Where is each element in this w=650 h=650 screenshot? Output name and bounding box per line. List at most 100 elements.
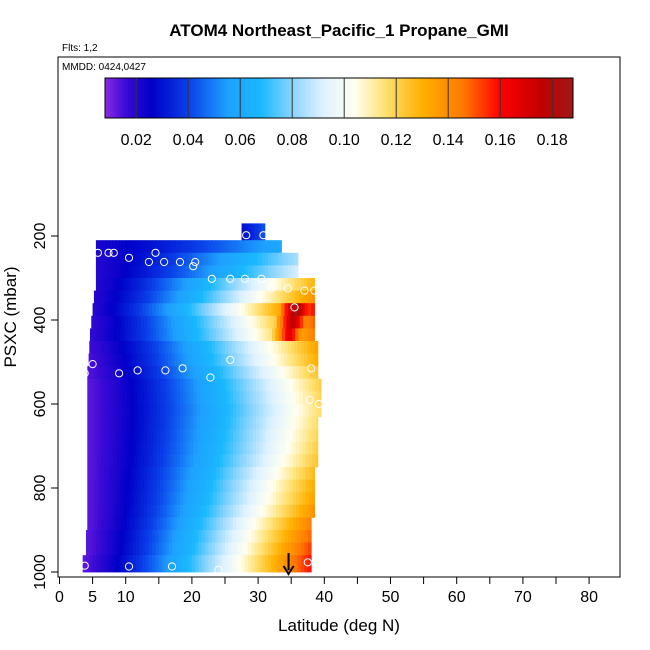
heatmap-cell — [110, 492, 115, 506]
heatmap-cell — [215, 240, 219, 254]
heatmap-cell — [133, 467, 138, 480]
colorbar-segment — [534, 78, 538, 118]
heatmap-cell — [266, 416, 270, 430]
heatmap-cell — [239, 378, 244, 392]
heatmap-cell — [130, 517, 135, 531]
heatmap-cell — [302, 429, 307, 443]
heatmap-cell — [172, 341, 176, 354]
colorbar-segment — [562, 78, 566, 118]
heatmap-cell — [258, 555, 263, 573]
heatmap-cell — [110, 391, 115, 405]
heatmap-cell — [196, 391, 201, 405]
heatmap-cell — [259, 467, 264, 480]
colorbar-segment — [341, 78, 345, 118]
heatmap-cell — [309, 290, 313, 304]
colorbar-segment — [492, 78, 496, 118]
heatmap-cell — [99, 265, 104, 279]
heatmap-cell — [215, 555, 219, 573]
heatmap-cell — [89, 530, 94, 543]
heatmap-cell — [213, 441, 217, 455]
heatmap-cell — [256, 441, 261, 455]
heatmap-cell — [192, 328, 197, 342]
heatmap-cell — [261, 555, 266, 573]
heatmap-cell — [160, 404, 165, 417]
heatmap-cell — [109, 542, 114, 556]
heatmap-cell — [87, 404, 92, 417]
heatmap-cell — [216, 467, 221, 480]
colorbar-segment — [170, 78, 174, 118]
colorbar-segment — [198, 78, 202, 118]
heatmap-cell — [269, 290, 274, 304]
sample-point — [214, 565, 223, 575]
heatmap-cell — [183, 378, 188, 392]
heatmap-cell — [319, 404, 322, 417]
heatmap-cell — [302, 517, 307, 531]
heatmap-cell — [127, 504, 131, 518]
colorbar-segment — [435, 78, 439, 118]
heatmap-cell — [214, 353, 219, 367]
heatmap-cell — [109, 252, 114, 266]
heatmap-cell — [168, 542, 173, 556]
sample-point — [226, 355, 235, 364]
heatmap-cell — [145, 555, 150, 573]
sample-point — [189, 262, 198, 271]
heatmap-cell — [153, 416, 158, 430]
heatmap-cell — [152, 530, 157, 543]
heatmap-cell — [198, 252, 203, 266]
heatmap-cell — [158, 303, 163, 317]
heatmap-cell — [221, 278, 226, 291]
heatmap-cell — [102, 278, 107, 291]
heatmap-cell — [120, 454, 125, 468]
heatmap-cell — [252, 479, 257, 493]
heatmap-cell — [123, 492, 128, 506]
heatmap-cell — [178, 542, 183, 556]
heatmap-cell — [291, 542, 296, 556]
heatmap-cell — [115, 303, 120, 317]
heatmap-cell — [262, 454, 267, 468]
heatmap-cell — [238, 341, 243, 354]
heatmap-cell — [196, 492, 201, 506]
heatmap-cell — [216, 517, 221, 531]
heatmap-cell — [132, 555, 137, 573]
heatmap-cell — [246, 454, 251, 468]
heatmap-cell — [103, 290, 108, 304]
colorbar-segment — [323, 78, 327, 118]
heatmap-cell — [93, 504, 98, 518]
chart-title: ATOM4 Northeast_Pacific_1 Propane_GMI — [169, 21, 508, 40]
heatmap-cell — [252, 492, 257, 506]
heatmap-cell — [119, 252, 123, 266]
heatmap-cell — [258, 265, 263, 279]
colorbar-segment — [258, 78, 262, 118]
heatmap-cell — [262, 479, 267, 493]
heatmap-cell — [282, 454, 287, 468]
heatmap-cell — [139, 328, 144, 342]
colorbar-segment — [235, 78, 239, 118]
heatmap-cell — [185, 265, 190, 279]
heatmap-cell — [311, 303, 315, 317]
heatmap-cell — [252, 416, 257, 430]
heatmap-cell — [299, 517, 304, 531]
heatmap-cell — [122, 542, 127, 556]
heatmap-cell — [145, 542, 150, 556]
sample-point — [242, 231, 251, 240]
heatmap-cell — [175, 240, 180, 254]
heatmap-cell — [107, 504, 112, 518]
heatmap-cell — [127, 429, 131, 443]
heatmap-cell — [279, 467, 284, 480]
heatmap-cell — [301, 341, 306, 354]
heatmap-cell — [103, 366, 108, 380]
heatmap-cell — [289, 441, 294, 455]
heatmap-cell — [211, 278, 216, 291]
colorbar-segment — [133, 78, 137, 118]
heatmap-cell — [133, 404, 138, 417]
heatmap-cell — [291, 555, 296, 573]
heatmap-cell — [205, 530, 210, 543]
heatmap-cell — [241, 223, 246, 241]
heatmap-cell — [294, 341, 299, 354]
heatmap-cell — [213, 492, 217, 506]
colorbar-segment — [375, 78, 379, 118]
heatmap-cell — [223, 454, 227, 468]
heatmap-cell — [166, 504, 171, 518]
heatmap-cell — [140, 454, 145, 468]
heatmap-cell — [248, 530, 253, 543]
